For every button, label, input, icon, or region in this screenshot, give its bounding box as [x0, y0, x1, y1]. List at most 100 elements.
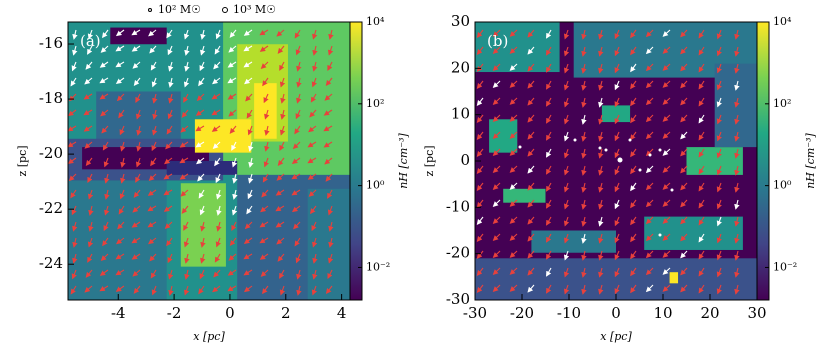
x-axis-label: x [pc] [600, 330, 632, 343]
velocity-arrow [563, 29, 570, 40]
velocity-arrow [492, 97, 501, 106]
velocity-arrow [716, 46, 722, 57]
velocity-arrow [492, 233, 501, 242]
velocity-arrow [70, 189, 77, 199]
velocity-arrow [195, 141, 205, 148]
velocity-arrow [698, 284, 705, 294]
velocity-arrow [492, 267, 501, 276]
velocity-arrow [136, 125, 142, 136]
velocity-arrow [88, 205, 94, 216]
velocity-arrow [292, 141, 301, 150]
velocity-arrow [546, 29, 552, 39]
velocity-arrow [734, 114, 740, 125]
velocity-arrow [291, 157, 301, 164]
velocity-arrow [327, 189, 333, 199]
velocity-arrow [680, 267, 688, 276]
y-tick-label: -18 [39, 89, 63, 107]
velocity-arrow [243, 237, 253, 244]
velocity-arrow [662, 63, 671, 71]
velocity-arrow [71, 269, 77, 280]
velocity-arrow [308, 189, 317, 197]
velocity-arrow [227, 285, 237, 292]
velocity-arrow [698, 165, 705, 175]
velocity-arrow [147, 221, 157, 228]
velocity-arrow [211, 125, 221, 132]
velocity-arrow [117, 221, 125, 230]
velocity-arrow [734, 29, 740, 40]
velocity-arrow [598, 199, 604, 210]
density-region [531, 230, 616, 253]
velocity-arrow [216, 221, 222, 232]
velocity-arrow [581, 250, 587, 261]
velocity-arrow [260, 61, 269, 70]
x-tick-label: 30 [747, 304, 766, 322]
velocity-arrow [509, 46, 518, 54]
velocity-arrow [546, 80, 552, 90]
x-tick-label: -10 [557, 304, 581, 322]
velocity-arrow [149, 45, 157, 54]
velocity-arrow [168, 77, 174, 88]
velocity-arrow [662, 29, 671, 37]
velocity-arrow [119, 125, 125, 136]
velocity-arrow [323, 109, 333, 116]
velocity-arrow [184, 253, 190, 264]
velocity-arrow [99, 77, 109, 84]
velocity-arrow [563, 46, 570, 57]
velocity-arrow [716, 199, 722, 210]
y-tick-label: -30 [446, 290, 470, 308]
velocity-arrow [476, 131, 484, 140]
velocity-arrow [183, 285, 190, 296]
x-tick-label: 10 [653, 304, 672, 322]
colorbar-label: nH [cm⁻³] [804, 133, 817, 189]
velocity-arrow [734, 46, 740, 57]
velocity-arrow [262, 285, 269, 295]
velocity-arrow [509, 80, 518, 88]
velocity-arrow [645, 165, 654, 174]
velocity-arrow [262, 77, 269, 87]
velocity-arrow [70, 285, 77, 295]
velocity-arrow [102, 29, 109, 39]
colorbar-tick-label: 10⁻² [773, 260, 797, 273]
velocity-arrow [328, 221, 334, 232]
velocity-arrow [133, 285, 141, 294]
velocity-arrow [309, 109, 317, 118]
velocity-arrow [716, 250, 722, 261]
velocity-arrow [232, 173, 238, 184]
velocity-arrow [581, 165, 587, 176]
velocity-arrow [598, 97, 604, 108]
panel-label: (a) [80, 32, 101, 50]
velocity-arrow [132, 269, 141, 277]
velocity-arrow [546, 148, 552, 158]
velocity-arrow [323, 125, 333, 132]
velocity-arrow [168, 93, 174, 104]
velocity-arrow [614, 29, 620, 40]
velocity-arrow [279, 141, 285, 151]
velocity-arrow [734, 80, 740, 91]
velocity-arrow [509, 131, 518, 139]
legend-label: 10³ M☉ [233, 3, 276, 16]
y-tick-label: -20 [446, 244, 470, 262]
star-particle [617, 157, 623, 163]
velocity-arrow [509, 165, 518, 173]
velocity-arrow [563, 148, 570, 159]
velocity-arrow [581, 131, 587, 142]
velocity-arrow [734, 216, 740, 227]
velocity-arrow [492, 29, 501, 38]
velocity-arrow [476, 148, 484, 157]
velocity-arrow [166, 29, 173, 39]
velocity-arrow [228, 45, 237, 53]
velocity-arrow [509, 233, 518, 241]
velocity-arrow [614, 250, 620, 261]
velocity-arrow [183, 77, 190, 88]
velocity-arrow [527, 80, 535, 89]
x-tick-label: 2 [281, 304, 291, 322]
velocity-arrow [246, 205, 253, 215]
velocity-arrow [327, 61, 333, 71]
velocity-arrow [243, 269, 253, 276]
velocity-arrow [103, 221, 109, 232]
velocity-arrow [645, 29, 654, 38]
velocity-arrow [131, 29, 141, 36]
velocity-arrow [307, 141, 317, 148]
velocity-arrow [277, 45, 285, 54]
velocity-arrow [598, 267, 604, 278]
